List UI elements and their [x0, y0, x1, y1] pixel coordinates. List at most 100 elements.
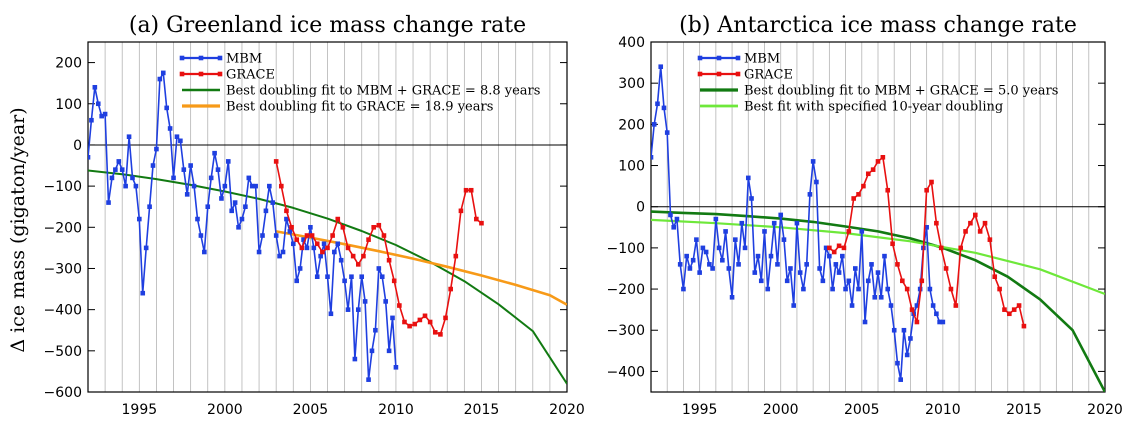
data-point	[191, 183, 197, 189]
data-point	[870, 167, 876, 172]
data-point	[723, 229, 728, 234]
data-point	[184, 192, 190, 197]
data-point	[402, 319, 407, 325]
data-point	[301, 237, 306, 242]
data-point	[222, 183, 228, 189]
data-point	[89, 117, 94, 123]
data-point	[328, 311, 334, 317]
x-tick-label: 1995	[122, 402, 158, 418]
data-point	[677, 262, 683, 267]
data-point	[843, 286, 848, 292]
data-point	[366, 377, 371, 382]
data-point	[840, 253, 845, 259]
y-tick-label: −500	[44, 344, 82, 360]
data-point	[726, 266, 732, 271]
data-point	[284, 216, 289, 222]
data-point	[171, 175, 176, 181]
data-point	[99, 113, 104, 119]
data-point	[342, 278, 347, 284]
data-point	[202, 249, 207, 255]
data-point	[432, 329, 438, 335]
data-point	[164, 105, 169, 111]
y-tick-label: 100	[618, 159, 645, 175]
data-point	[904, 352, 910, 358]
legend-marker	[198, 71, 204, 77]
data-point	[181, 167, 187, 172]
data-point	[299, 245, 305, 251]
data-point	[304, 245, 310, 251]
data-point	[992, 274, 998, 280]
data-point	[318, 253, 323, 259]
data-point	[823, 245, 829, 251]
y-tick-label: −600	[44, 385, 82, 401]
data-point	[987, 237, 993, 242]
data-point	[448, 286, 453, 292]
data-point	[345, 307, 351, 312]
y-tick-label: 100	[55, 97, 82, 113]
data-point	[859, 229, 865, 234]
data-point	[900, 278, 905, 284]
data-point	[219, 196, 224, 201]
legend-label: Best fit with specified 10-year doubling	[744, 100, 1003, 115]
data-point	[314, 274, 320, 280]
legend-marker	[179, 71, 185, 77]
data-point	[1016, 303, 1022, 308]
data-point	[355, 262, 361, 267]
data-point	[260, 233, 265, 238]
data-point	[710, 266, 715, 271]
data-point	[130, 175, 135, 181]
data-point	[707, 262, 712, 267]
y-tick-label: 400	[618, 35, 645, 51]
data-point	[314, 241, 320, 247]
data-point	[755, 253, 761, 259]
data-point	[930, 303, 936, 308]
series-line-3	[275, 230, 567, 306]
data-point	[875, 270, 881, 275]
data-point	[133, 183, 139, 189]
data-point	[716, 245, 722, 251]
data-point	[934, 311, 939, 317]
x-tick-label: 1995	[682, 402, 718, 418]
data-point	[294, 278, 300, 284]
data-point	[658, 64, 664, 70]
data-point	[914, 319, 920, 325]
data-point	[154, 146, 159, 152]
data-point	[856, 286, 861, 292]
legend-marker	[735, 71, 741, 77]
data-point	[810, 159, 816, 164]
data-point	[422, 313, 428, 319]
data-point	[340, 224, 346, 230]
y-tick-label: 200	[55, 56, 82, 72]
data-point	[1002, 307, 1007, 312]
data-point	[687, 266, 693, 271]
data-point	[885, 286, 891, 292]
data-point	[407, 323, 412, 329]
data-point	[778, 212, 784, 218]
x-tick-label: 2005	[844, 402, 880, 418]
data-point	[386, 257, 392, 263]
data-point	[371, 224, 376, 230]
legend-label: Best doubling fit to MBM + GRACE = 8.8 y…	[226, 84, 540, 99]
data-point	[651, 154, 654, 160]
data-point	[345, 245, 351, 251]
data-point	[862, 319, 868, 325]
data-point	[890, 241, 895, 247]
data-point	[412, 321, 418, 327]
data-point	[239, 216, 245, 222]
panel-greenland: (a) Greenland ice mass change rate −600 −5…	[44, 13, 585, 418]
legend-marker	[217, 55, 223, 61]
data-point	[1021, 323, 1027, 329]
data-point	[137, 216, 142, 222]
data-point	[280, 249, 286, 255]
data-point	[335, 241, 341, 247]
data-point	[739, 220, 745, 226]
data-point	[277, 253, 282, 259]
legend-label: MBM	[744, 52, 780, 67]
data-point	[898, 377, 903, 382]
y-tick-label: 300	[618, 76, 645, 92]
data-point	[232, 200, 238, 205]
data-point	[797, 270, 803, 275]
data-point	[167, 126, 173, 131]
data-point	[836, 270, 842, 275]
data-point	[376, 222, 382, 228]
